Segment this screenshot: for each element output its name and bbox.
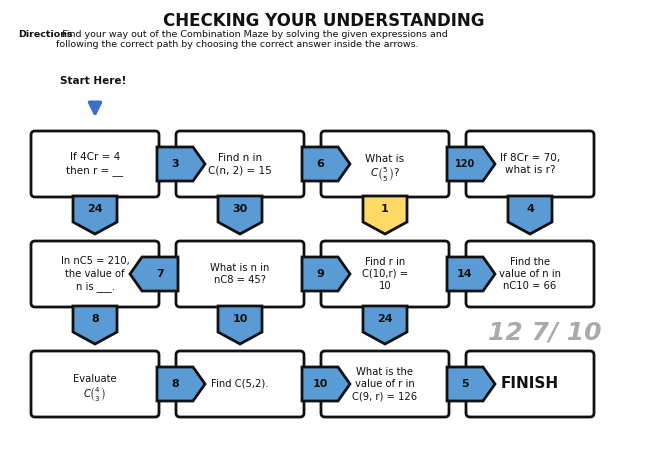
FancyBboxPatch shape <box>31 131 159 197</box>
Text: : Find your way out of the Combination Maze by solving the given expressions and: : Find your way out of the Combination M… <box>56 30 448 50</box>
Polygon shape <box>302 257 350 291</box>
Text: FINISH: FINISH <box>501 377 559 392</box>
Text: If 4Cr = 4
then r = __: If 4Cr = 4 then r = __ <box>66 153 123 176</box>
FancyBboxPatch shape <box>176 241 304 307</box>
Text: CHECKING YOUR UNDERSTANDING: CHECKING YOUR UNDERSTANDING <box>164 12 485 30</box>
FancyBboxPatch shape <box>466 131 594 197</box>
Polygon shape <box>363 306 407 344</box>
Text: 5: 5 <box>461 379 469 389</box>
Text: In nC5 = 210,
the value of
n is ___.: In nC5 = 210, the value of n is ___. <box>60 256 129 292</box>
Polygon shape <box>157 147 205 181</box>
Text: 8: 8 <box>91 314 99 324</box>
FancyBboxPatch shape <box>176 131 304 197</box>
Polygon shape <box>218 196 262 234</box>
Polygon shape <box>447 147 495 181</box>
Text: 14: 14 <box>457 269 473 279</box>
FancyBboxPatch shape <box>31 351 159 417</box>
Text: What is: What is <box>365 154 404 164</box>
Text: 7: 7 <box>156 269 164 279</box>
Text: 30: 30 <box>232 204 248 214</box>
FancyBboxPatch shape <box>31 241 159 307</box>
Text: 12 7/ 10: 12 7/ 10 <box>488 321 602 345</box>
Text: 3: 3 <box>171 159 179 169</box>
Polygon shape <box>363 196 407 234</box>
Text: Find the
value of n in
nC10 = 66: Find the value of n in nC10 = 66 <box>499 256 561 292</box>
Polygon shape <box>157 367 205 401</box>
Text: Find r in
C(10,r) =
10: Find r in C(10,r) = 10 <box>362 256 408 292</box>
Text: 24: 24 <box>377 314 393 324</box>
Text: 120: 120 <box>455 159 475 169</box>
FancyBboxPatch shape <box>466 351 594 417</box>
FancyBboxPatch shape <box>321 241 449 307</box>
Text: Find C(5,2).: Find C(5,2). <box>212 379 269 389</box>
FancyBboxPatch shape <box>466 241 594 307</box>
Text: Find n in
C(n, 2) = 15: Find n in C(n, 2) = 15 <box>208 153 272 175</box>
Polygon shape <box>508 196 552 234</box>
Polygon shape <box>447 257 495 291</box>
Text: 9: 9 <box>316 269 324 279</box>
Polygon shape <box>302 147 350 181</box>
Text: 10: 10 <box>232 314 248 324</box>
FancyBboxPatch shape <box>176 351 304 417</box>
Polygon shape <box>130 257 178 291</box>
Text: What is the
value of r in
C(9, r) = 126: What is the value of r in C(9, r) = 126 <box>352 367 417 401</box>
Text: $C\binom{5}{5}$?: $C\binom{5}{5}$? <box>370 165 400 183</box>
Text: 8: 8 <box>171 379 179 389</box>
Polygon shape <box>73 196 117 234</box>
Polygon shape <box>302 367 350 401</box>
Text: Start Here!: Start Here! <box>60 76 127 86</box>
Polygon shape <box>73 306 117 344</box>
Text: 4: 4 <box>526 204 534 214</box>
FancyBboxPatch shape <box>321 131 449 197</box>
Polygon shape <box>447 367 495 401</box>
Text: 1: 1 <box>381 204 389 214</box>
Text: Directions: Directions <box>18 30 73 39</box>
Text: $C\binom{4}{3}$: $C\binom{4}{3}$ <box>84 385 106 403</box>
FancyBboxPatch shape <box>321 351 449 417</box>
Text: 10: 10 <box>312 379 328 389</box>
Text: If 8Cr = 70,
what is r?: If 8Cr = 70, what is r? <box>500 153 560 175</box>
Text: Evaluate: Evaluate <box>73 374 117 384</box>
Text: 24: 24 <box>87 204 103 214</box>
Polygon shape <box>218 306 262 344</box>
Text: 6: 6 <box>316 159 324 169</box>
Text: What is n in
nC8 = 45?: What is n in nC8 = 45? <box>210 263 270 285</box>
